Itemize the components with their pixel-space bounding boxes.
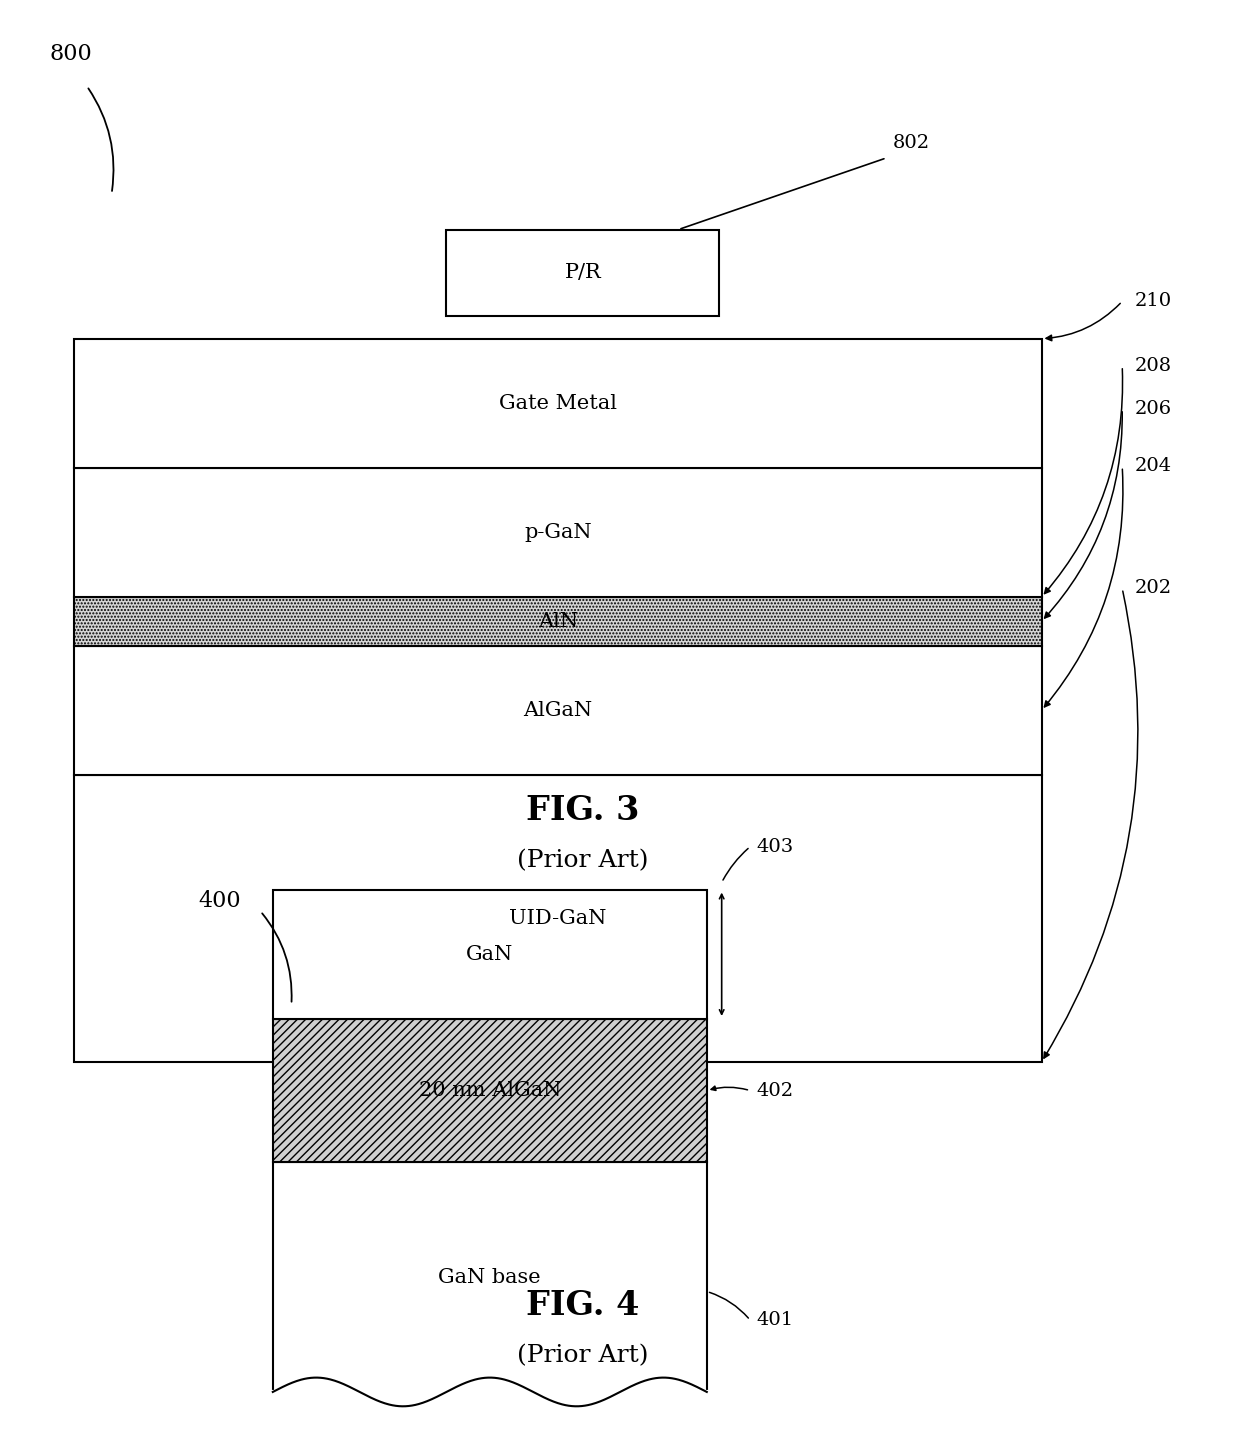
Text: 800: 800 xyxy=(50,43,92,65)
Text: P/R: P/R xyxy=(564,263,601,283)
Text: 206: 206 xyxy=(1135,400,1172,418)
Text: 208: 208 xyxy=(1135,357,1172,375)
Text: 20 nm AlGaN: 20 nm AlGaN xyxy=(419,1081,560,1101)
Text: FIG. 3: FIG. 3 xyxy=(526,795,640,827)
Text: Gate Metal: Gate Metal xyxy=(498,393,618,413)
Text: (Prior Art): (Prior Art) xyxy=(517,1345,649,1368)
Text: UID-GaN: UID-GaN xyxy=(510,908,606,928)
Text: 210: 210 xyxy=(1135,293,1172,310)
Bar xyxy=(273,890,707,1019)
Bar xyxy=(446,230,719,316)
Text: AlGaN: AlGaN xyxy=(523,700,593,720)
Text: 204: 204 xyxy=(1135,458,1172,475)
Bar xyxy=(74,775,1042,1062)
Bar xyxy=(74,339,1042,468)
Text: 402: 402 xyxy=(756,1082,794,1099)
Bar xyxy=(74,597,1042,646)
Bar xyxy=(74,646,1042,775)
Text: 403: 403 xyxy=(756,838,794,855)
Text: GaN base: GaN base xyxy=(439,1267,541,1287)
Bar xyxy=(74,468,1042,597)
Bar xyxy=(273,1019,707,1162)
Text: GaN: GaN xyxy=(466,944,513,964)
Text: 400: 400 xyxy=(198,890,241,911)
Text: (Prior Art): (Prior Art) xyxy=(517,850,649,872)
Text: 401: 401 xyxy=(756,1312,794,1329)
Bar xyxy=(273,1162,707,1392)
Text: 202: 202 xyxy=(1135,580,1172,597)
Text: FIG. 4: FIG. 4 xyxy=(526,1290,640,1322)
Text: 802: 802 xyxy=(893,135,930,152)
Text: p-GaN: p-GaN xyxy=(525,522,591,542)
Text: AlN: AlN xyxy=(538,611,578,631)
